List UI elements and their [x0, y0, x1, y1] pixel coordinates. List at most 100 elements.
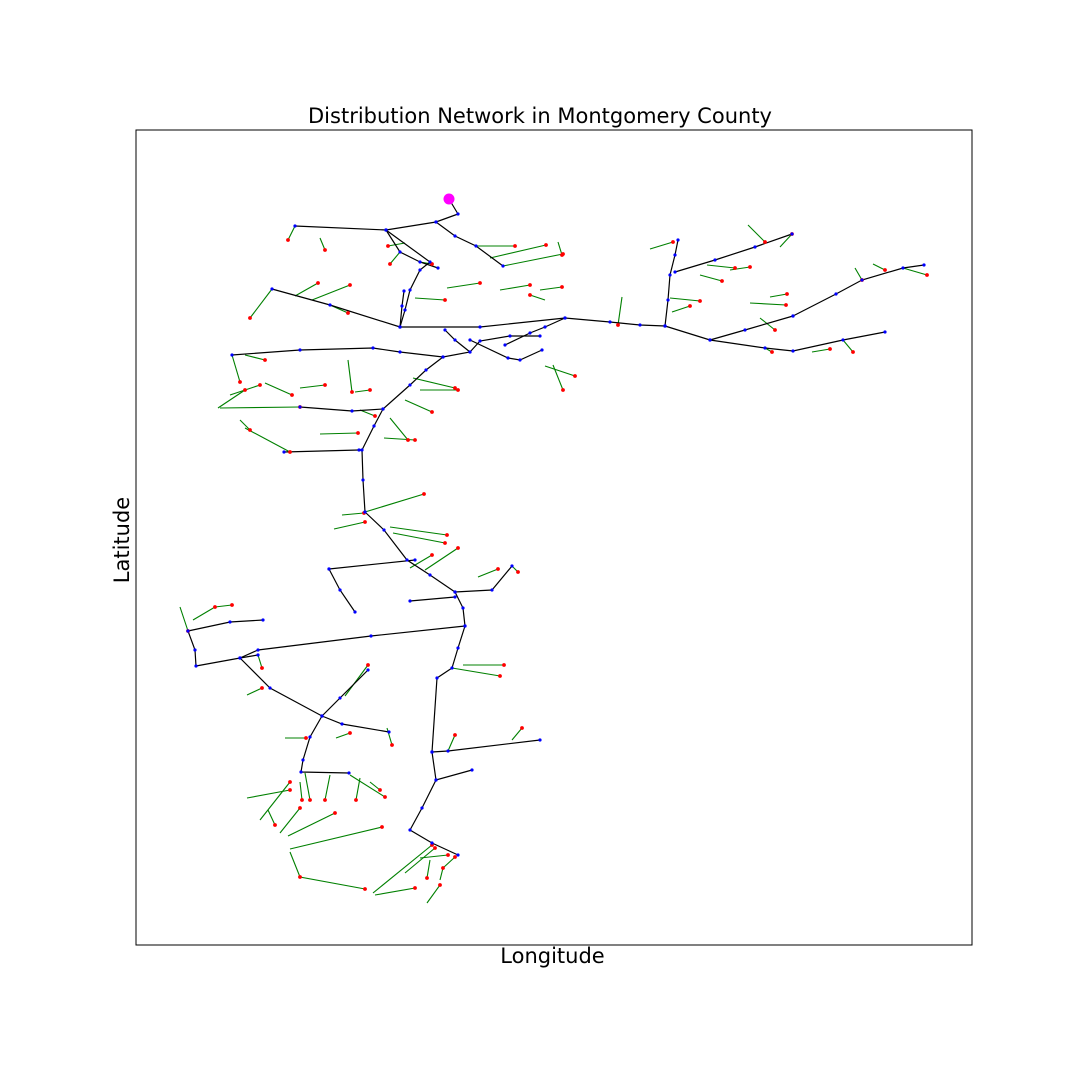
- primary-node: [424, 368, 428, 372]
- primary-node: [456, 646, 460, 650]
- secondary-node: [323, 248, 327, 252]
- primary-node: [369, 634, 373, 638]
- secondary-node: [851, 350, 855, 354]
- secondary-line: [902, 267, 928, 276]
- primary-node: [543, 325, 547, 329]
- secondary-node: [386, 244, 390, 248]
- primary-node: [673, 270, 677, 274]
- primary-node: [508, 334, 512, 338]
- primary-node: [270, 287, 274, 291]
- primary-line: [299, 406, 384, 412]
- secondary-line: [699, 274, 723, 282]
- primary-node: [456, 212, 460, 216]
- secondary-node: [238, 380, 242, 384]
- secondary-node: [456, 546, 460, 550]
- secondary-line: [279, 807, 301, 834]
- secondary-lines: [179, 224, 928, 904]
- secondary-line: [341, 512, 365, 516]
- primary-node: [408, 599, 412, 603]
- primary-node: [398, 250, 402, 254]
- secondary-node: [348, 283, 352, 287]
- secondary-line: [414, 297, 446, 301]
- secondary-node: [671, 240, 675, 244]
- secondary-line: [424, 547, 459, 571]
- primary-node: [230, 353, 234, 357]
- secondary-line: [747, 224, 766, 243]
- primary-node: [328, 303, 332, 307]
- secondary-line: [355, 777, 361, 801]
- substation-group: [443, 193, 455, 205]
- primary-line: [187, 630, 259, 667]
- primary-node: [663, 324, 667, 328]
- primary-line: [187, 619, 264, 632]
- secondary-node: [441, 866, 445, 870]
- primary-line: [271, 288, 666, 328]
- primary-node: [353, 610, 357, 614]
- secondary-line: [387, 242, 406, 247]
- secondary-line: [511, 727, 523, 741]
- primary-node: [563, 316, 567, 320]
- secondary-line: [249, 288, 273, 319]
- secondary-line: [244, 354, 266, 361]
- secondary-node: [560, 285, 564, 289]
- secondary-line: [386, 727, 393, 746]
- primary-node: [450, 666, 454, 670]
- secondary-node: [456, 388, 460, 392]
- secondary-line: [311, 284, 351, 301]
- primary-node: [398, 325, 402, 329]
- secondary-line: [389, 417, 409, 441]
- secondary-node: [748, 265, 752, 269]
- secondary-node: [323, 798, 327, 802]
- primary-node: [901, 266, 905, 270]
- primary-node: [418, 268, 422, 272]
- secondary-node: [616, 323, 620, 327]
- primary-node: [453, 234, 457, 238]
- secondary-line: [289, 851, 366, 890]
- secondary-node: [560, 253, 564, 257]
- secondary-line: [489, 244, 547, 259]
- secondary-node: [260, 666, 264, 670]
- secondary-node: [354, 798, 358, 802]
- secondary-node: [498, 674, 502, 678]
- secondary-line: [304, 772, 311, 801]
- secondary-line: [299, 781, 303, 801]
- primary-node: [340, 722, 344, 726]
- primary-node: [261, 618, 265, 622]
- primary-node: [282, 450, 286, 454]
- primary-node: [384, 228, 388, 232]
- secondary-node: [453, 733, 457, 737]
- primary-node: [430, 750, 434, 754]
- secondary-node: [502, 663, 506, 667]
- secondary-node: [528, 283, 532, 287]
- secondary-node: [561, 388, 565, 392]
- primary-node: [382, 528, 386, 532]
- secondary-node: [445, 533, 449, 537]
- primary-node: [360, 448, 364, 452]
- primary-line: [361, 356, 444, 513]
- secondary-line: [324, 774, 331, 801]
- secondary-node: [430, 553, 434, 557]
- substation-node: [443, 193, 455, 205]
- primary-node: [434, 220, 438, 224]
- primary-node: [540, 348, 544, 352]
- secondary-line: [192, 606, 216, 621]
- primary-node: [608, 320, 612, 324]
- secondary-node: [273, 823, 277, 827]
- secondary-line: [842, 339, 854, 353]
- primary-node: [713, 258, 717, 262]
- primary-node: [301, 758, 305, 762]
- primary-line: [385, 229, 431, 328]
- secondary-line: [372, 844, 433, 894]
- primary-line: [328, 568, 356, 613]
- primary-node: [708, 338, 712, 342]
- secondary-node: [350, 390, 354, 394]
- secondary-node: [478, 281, 482, 285]
- primary-node: [268, 686, 272, 690]
- secondary-line: [617, 296, 623, 326]
- primary-node: [363, 510, 367, 514]
- secondary-line: [557, 241, 563, 256]
- primary-node: [638, 323, 642, 327]
- secondary-line: [219, 406, 301, 409]
- primary-node: [841, 338, 845, 342]
